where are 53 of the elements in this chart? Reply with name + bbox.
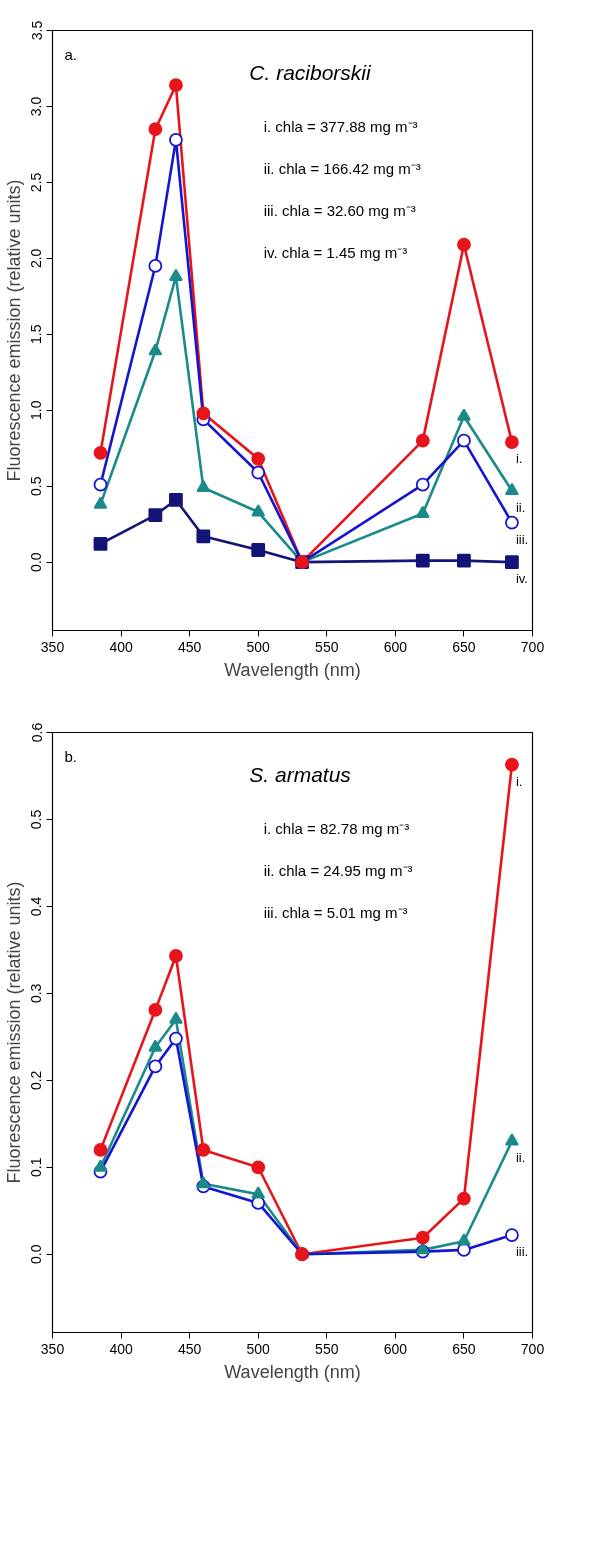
series-label: iii. [515, 1244, 529, 1260]
x-axis-title: Wavelength (nm) [224, 659, 361, 680]
y-tick-label: 3.5 [28, 20, 45, 41]
y-tick-label: 0.5 [28, 809, 45, 830]
text: C. raciborskii [249, 61, 372, 84]
y-tick-label: 3.0 [28, 96, 45, 117]
y-tick-label: 0.0 [28, 1244, 45, 1264]
annotation: a. [64, 46, 78, 63]
series-label: i. [515, 451, 523, 467]
x-tick-label: 650 [452, 1340, 476, 1357]
annotation: ii. chla = 166.42 mg m⁻³ [263, 160, 421, 177]
y-tick-label: 0.0 [28, 552, 45, 572]
x-tick-label: 350 [40, 638, 65, 655]
annotation: ii. chla = 24.95 mg m⁻³ [263, 862, 413, 879]
y-tick-label: 0.1 [28, 1157, 45, 1178]
x-tick-label: 700 [520, 1340, 545, 1357]
x-tick-label: 500 [246, 638, 271, 655]
x-tick-label: 450 [177, 638, 202, 655]
annotation: i. chla = 82.78 mg m⁻³ [263, 820, 410, 837]
y-tick-label: 0.4 [28, 896, 45, 917]
y-tick-label: 0.6 [28, 722, 45, 743]
x-tick-label: 500 [246, 1340, 271, 1357]
x-tick-label: 550 [315, 1340, 339, 1357]
text: S. armatus [249, 763, 352, 786]
annotation: iii. chla = 32.60 mg m⁻³ [263, 202, 416, 219]
y-tick-label: 0.3 [28, 983, 45, 1004]
y-axis-title: Fluorescence emission (relative units) [3, 881, 24, 1184]
x-tick-label: 400 [109, 1340, 133, 1357]
y-tick-label: 0.5 [28, 476, 45, 496]
x-tick-label: 600 [383, 1340, 408, 1357]
series-label: ii. [515, 1150, 526, 1166]
x-tick-label: 350 [40, 1340, 65, 1357]
x-axis-title: Wavelength (nm) [224, 1361, 361, 1382]
annotation: b. [64, 748, 78, 765]
series-label: i. [515, 773, 523, 789]
y-tick-label: 1.5 [28, 324, 45, 345]
x-tick-label: 650 [452, 638, 476, 655]
y-tick-label: 1.0 [28, 400, 45, 420]
x-tick-label: 550 [315, 638, 339, 655]
annotation: iv. chla = 1.45 mg m⁻³ [263, 244, 408, 261]
series-label: ii. [515, 499, 526, 515]
y-axis-title: Fluorescence emission (relative units) [3, 179, 24, 482]
annotation: iii. chla = 5.01 mg m⁻³ [263, 904, 408, 921]
x-tick-label: 700 [520, 638, 545, 655]
x-tick-label: 600 [383, 638, 408, 655]
y-tick-label: 2.5 [28, 172, 45, 193]
y-tick-label: 2.0 [28, 248, 45, 269]
y-tick-label: 0.2 [28, 1070, 45, 1091]
series-label: iii. [515, 531, 529, 547]
x-tick-label: 450 [177, 1340, 202, 1357]
annotation: i. chla = 377.88 mg m⁻³ [263, 118, 418, 135]
x-tick-label: 400 [109, 638, 133, 655]
series-label: iv. [515, 571, 528, 587]
